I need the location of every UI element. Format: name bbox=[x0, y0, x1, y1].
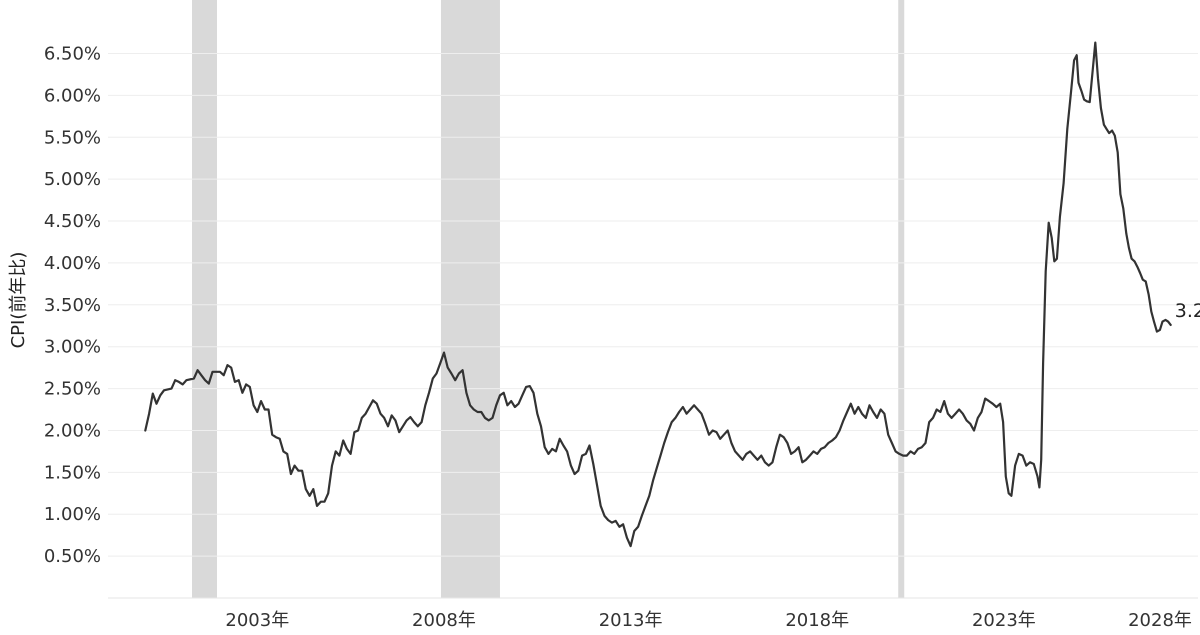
y-axis-ticks: 0.50% 1.00% 1.50% 2.00% 2.50% 3.00% 3.50% 4.00%… bbox=[44, 44, 101, 568]
x-tick-label: 2028年 bbox=[1128, 610, 1192, 631]
recession-band-2 bbox=[898, 0, 905, 598]
y-tick-label: 1.50% bbox=[44, 462, 101, 483]
y-tick-label: 5.50% bbox=[44, 127, 101, 148]
x-tick-label: 2013年 bbox=[599, 610, 663, 631]
recession-bands bbox=[191, 0, 905, 598]
y-tick-label: 4.50% bbox=[44, 211, 101, 232]
last-value-label: 3.26% bbox=[1175, 300, 1200, 322]
recession-band-1 bbox=[440, 0, 500, 598]
y-tick-label: 0.50% bbox=[44, 546, 101, 567]
y-tick-label: 3.00% bbox=[44, 337, 101, 358]
y-axis-title: CPI(前年比) bbox=[8, 252, 29, 349]
y-tick-label: 6.00% bbox=[44, 85, 101, 106]
series-line-cpi bbox=[144, 41, 1172, 548]
x-tick-label: 2023年 bbox=[972, 610, 1036, 631]
y-tick-label: 6.50% bbox=[44, 44, 101, 65]
x-axis-ticks: 2003年 2008年 2013年 2018年 2023年 2028年 bbox=[225, 610, 1191, 631]
y-tick-label: 1.00% bbox=[44, 504, 101, 525]
y-tick-label: 3.50% bbox=[44, 295, 101, 316]
y-tick-label: 2.50% bbox=[44, 379, 101, 400]
x-tick-label: 2018年 bbox=[785, 610, 849, 631]
y-tick-label: 2.00% bbox=[44, 420, 101, 441]
recession-band-0 bbox=[191, 0, 217, 598]
x-tick-label: 2003年 bbox=[225, 610, 289, 631]
y-tick-label: 4.00% bbox=[44, 253, 101, 274]
x-tick-label: 2008年 bbox=[412, 610, 476, 631]
y-tick-label: 5.00% bbox=[44, 169, 101, 190]
